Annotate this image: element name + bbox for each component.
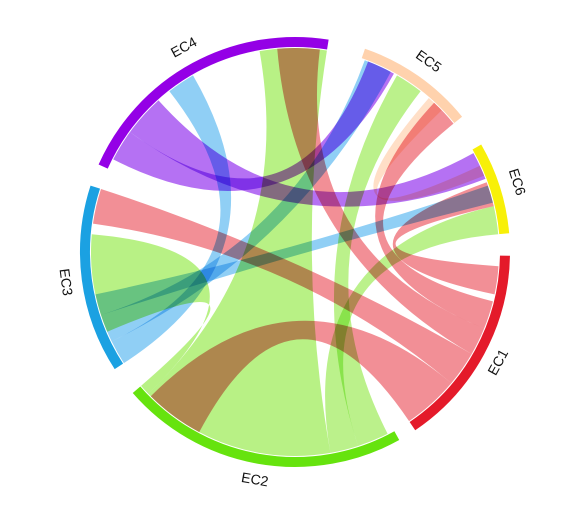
chord-link-ec1-ec2-4 bbox=[150, 320, 452, 433]
chord-link-ec5-ec6-14 bbox=[373, 98, 485, 201]
sector-track-ec4 bbox=[98, 37, 329, 169]
sector-track-layer bbox=[80, 37, 510, 467]
chord-link-ec4-ec5-12 bbox=[113, 61, 394, 192]
chord-link-ec2-ec2 bbox=[148, 48, 331, 456]
chord-link-ec4-ec6-13 bbox=[129, 100, 486, 207]
sector-track-ec3 bbox=[80, 185, 124, 370]
sector-track-ec2 bbox=[132, 386, 400, 467]
chord-link-ec1-ec5-7 bbox=[375, 102, 493, 329]
ribbon-layer bbox=[91, 48, 499, 456]
chord-link-ec1-ec4-6 bbox=[277, 48, 485, 354]
sector-track-ec5 bbox=[361, 48, 463, 124]
sector-label-ec2: EC2 bbox=[240, 469, 270, 490]
sector-label-ec1: EC1 bbox=[484, 346, 511, 378]
sector-label-ec4: EC4 bbox=[168, 33, 200, 60]
sector-track-ec6 bbox=[472, 144, 510, 235]
chord-link-ec1-ec6-8 bbox=[392, 182, 499, 295]
chord-link-ec2-ec6-3 bbox=[325, 206, 499, 453]
chord-link-ec1-ec3-5 bbox=[92, 188, 472, 384]
sector-label-ec5: EC5 bbox=[413, 47, 445, 76]
sector-track-ec1 bbox=[409, 255, 510, 431]
chord-link-ec3-ec4-9 bbox=[111, 75, 232, 364]
chord-link-ec3-ec6-11 bbox=[95, 185, 493, 316]
sector-label-ec3: EC3 bbox=[57, 268, 76, 297]
sector-label-ec6: EC6 bbox=[506, 166, 530, 197]
